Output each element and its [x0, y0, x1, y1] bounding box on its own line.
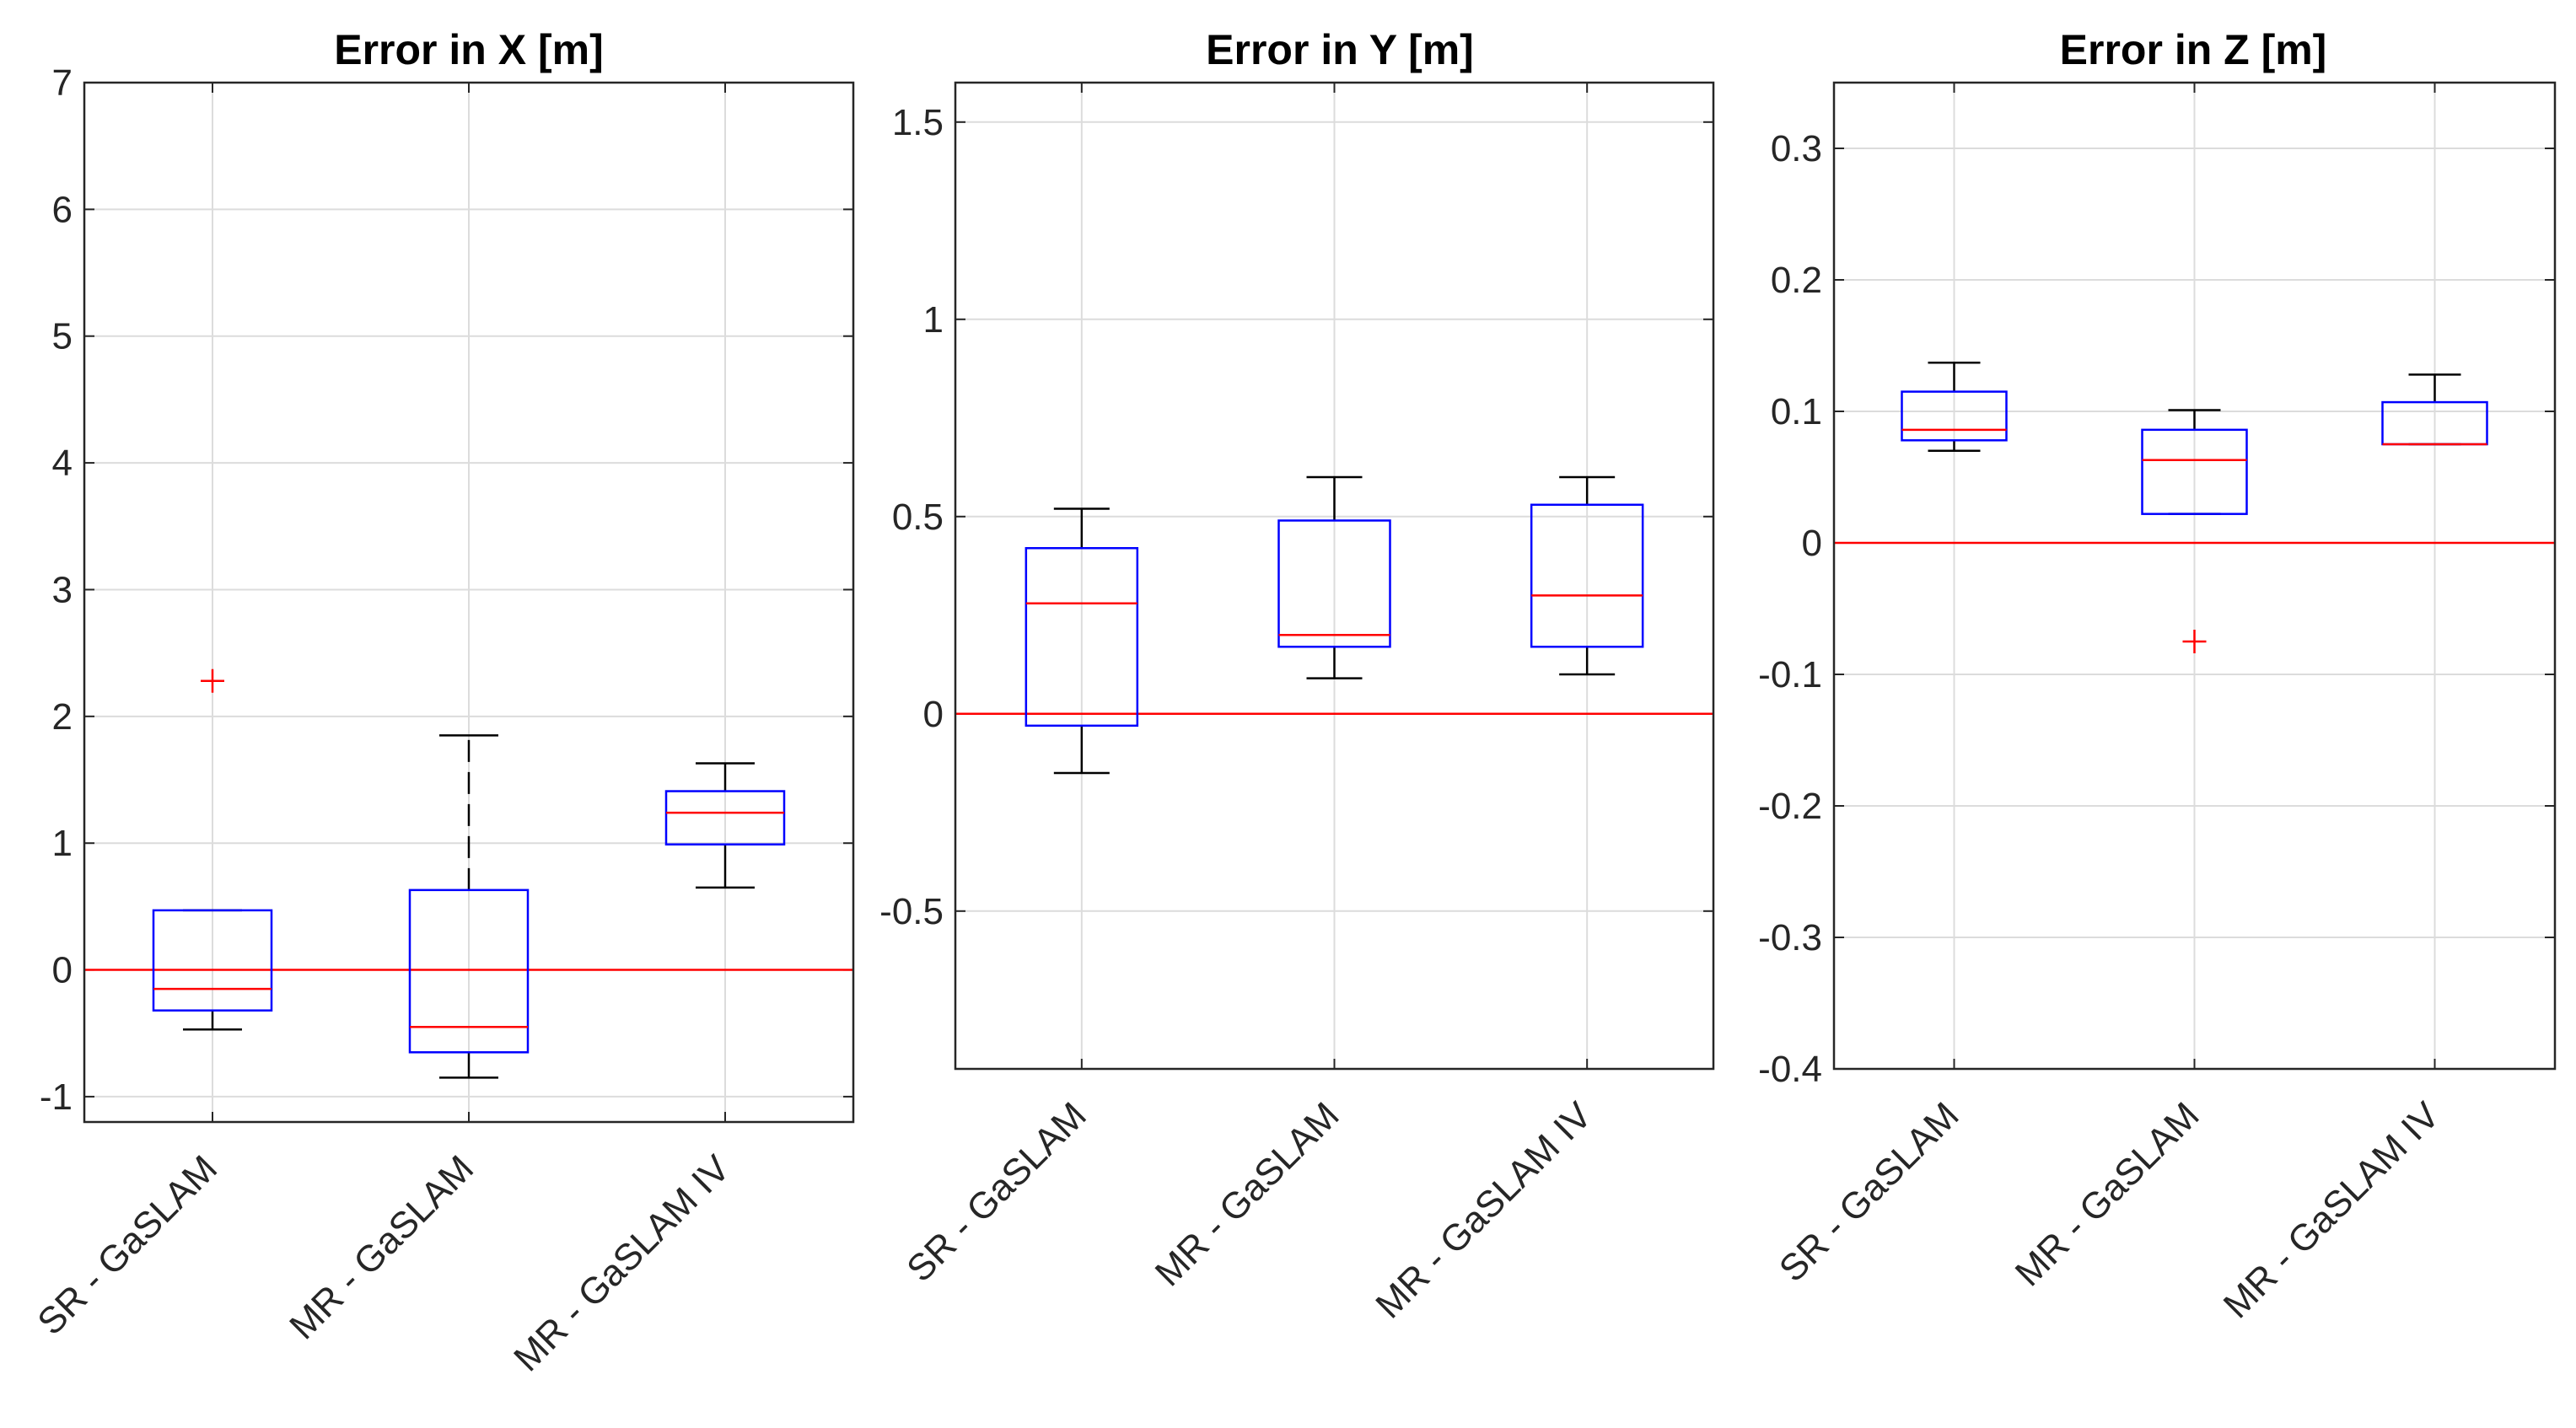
iqr-box — [408, 888, 530, 1054]
iqr-box — [1024, 546, 1139, 727]
y-tick-label: 0 — [1802, 523, 1822, 564]
box-3 — [2381, 373, 2488, 446]
category-label: SR - GaSLAM — [30, 1147, 225, 1343]
category-label: MR - GaSLAM IV — [1368, 1094, 1600, 1326]
iqr-box — [664, 790, 786, 846]
category-label: MR - GaSLAM — [1148, 1094, 1347, 1294]
y-tick-label: 0.5 — [892, 497, 944, 538]
y-tick-label: 1 — [52, 823, 73, 864]
iqr-box — [1530, 503, 1644, 648]
box-1 — [1901, 362, 2008, 453]
panel-title: Error in Z [m] — [2060, 26, 2327, 73]
category-label: MR - GaSLAM — [282, 1147, 481, 1347]
box-2 — [408, 734, 530, 1079]
y-tick-label: 0.3 — [1771, 128, 1822, 169]
outlier-marker — [201, 668, 224, 693]
y-tick-label: 0 — [923, 694, 944, 735]
category-label: SR - GaSLAM — [1772, 1094, 1967, 1290]
category-label: MR - GaSLAM IV — [506, 1147, 738, 1379]
y-tick-label: 1 — [923, 299, 944, 341]
box-1 — [152, 668, 273, 1031]
iqr-box — [152, 909, 273, 1012]
y-tick-label: -0.1 — [1758, 654, 1822, 695]
iqr-box — [1277, 519, 1391, 648]
y-tick-label: 0 — [52, 950, 73, 991]
y-tick-label: 0.2 — [1771, 260, 1822, 301]
y-tick-label: 4 — [52, 443, 73, 484]
axes-frame — [83, 81, 855, 1124]
axes-frame — [1832, 81, 2557, 1071]
y-tick-label: 6 — [52, 189, 73, 230]
y-tick-label: 5 — [52, 316, 73, 357]
y-tick-label: 3 — [52, 569, 73, 610]
box-2 — [1277, 475, 1391, 679]
iqr-box — [1901, 390, 2008, 442]
axes-frame — [954, 81, 1715, 1071]
category-label: MR - GaSLAM IV — [2216, 1094, 2448, 1326]
y-tick-label: -0.3 — [1758, 917, 1822, 958]
outlier-marker — [2182, 630, 2207, 653]
box-3 — [664, 762, 786, 889]
y-tick-label: -0.4 — [1758, 1049, 1822, 1090]
panel-title: Error in Y [m] — [1206, 26, 1474, 73]
panel-error-x: -1 0 1 2 3 4 5 6 7 SR - GaSLAM MR - GaSLAM MR - GaS… — [30, 26, 855, 1379]
category-label: SR - GaSLAM — [899, 1094, 1094, 1290]
category-label: MR - GaSLAM — [2008, 1094, 2208, 1294]
y-tick-label: 0.1 — [1771, 391, 1822, 432]
panel-error-z: -0.4-0.3-0.2-0.100.10.20.3SR - GaSLAM MR … — [1758, 26, 2557, 1326]
iqr-box — [2141, 428, 2248, 515]
y-tick-label: 2 — [52, 696, 73, 738]
y-tick-label: -0.2 — [1758, 786, 1822, 827]
panel-title: Error in X [m] — [334, 26, 603, 73]
y-tick-label: 1.5 — [892, 102, 944, 143]
box-2 — [2141, 409, 2248, 653]
y-tick-label: -0.5 — [879, 891, 944, 932]
box-3 — [1530, 475, 1644, 676]
panel-error-y: -0.5 0 0.5 1 1.5 SR - GaSLAM MR - GaSLAM MR - G… — [879, 26, 1715, 1326]
box-1 — [1024, 507, 1139, 775]
y-tick-label: -1 — [40, 1076, 73, 1118]
y-tick-label: 7 — [52, 62, 73, 104]
